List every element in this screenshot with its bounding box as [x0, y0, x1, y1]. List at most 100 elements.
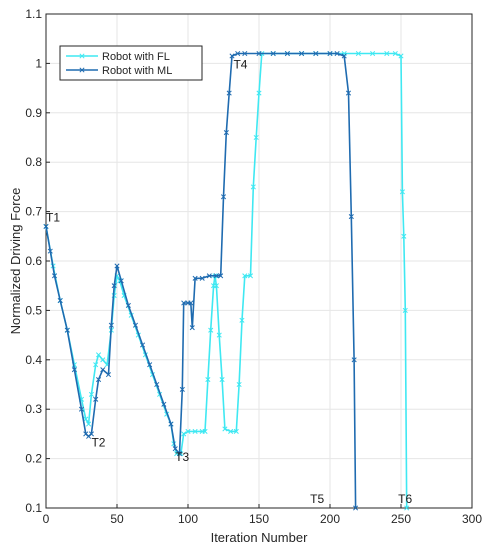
x-axis: 0 50 100 150 200 250 300: [43, 504, 482, 526]
y-tick-label: 1.1: [25, 7, 42, 21]
data-point: [270, 50, 276, 57]
data-point: [216, 332, 222, 338]
data-point: [384, 50, 390, 57]
x-tick-label: 200: [320, 512, 340, 526]
series-layer: [43, 50, 410, 511]
data-point: [345, 90, 352, 96]
data-point: [51, 273, 58, 279]
data-point: [229, 53, 235, 59]
data-point: [118, 278, 124, 284]
legend-marker: [79, 53, 85, 59]
data-point: [114, 263, 120, 269]
data-point: [348, 213, 354, 220]
data-point: [189, 325, 195, 331]
y-tick-label: 0.8: [25, 155, 42, 169]
data-point: [105, 372, 112, 378]
data-point: [199, 275, 205, 281]
legend-label: Robot with ML: [102, 65, 172, 77]
data-point: [256, 50, 262, 57]
data-point: [147, 362, 153, 368]
data-point: [213, 283, 219, 289]
data-point: [93, 362, 99, 368]
data-point: [125, 302, 131, 309]
data-point: [181, 431, 187, 437]
y-tick-label: 0.7: [25, 205, 42, 219]
data-point: [299, 50, 305, 57]
data-point: [168, 421, 174, 427]
data-point: [399, 189, 405, 195]
data-point: [242, 273, 248, 279]
y-tick-label: 1: [35, 56, 42, 70]
legend: Robot with FL Robot with ML: [59, 45, 203, 81]
data-point: [181, 300, 187, 306]
x-tick-label: 100: [178, 512, 198, 526]
legend-entry: Robot with FL: [66, 51, 170, 63]
data-point: [219, 377, 225, 383]
annotation-label: T5: [310, 492, 324, 506]
legend-label: Robot with FL: [102, 51, 170, 63]
data-point: [192, 275, 198, 281]
data-point: [253, 134, 259, 141]
data-point: [172, 446, 178, 452]
data-point: [355, 50, 361, 57]
data-point: [176, 451, 183, 457]
data-point: [220, 194, 227, 200]
data-point: [88, 431, 94, 437]
data-point: [235, 50, 241, 57]
annotation-layer: T1 T2 T3 T4 T5 T6: [46, 57, 412, 506]
x-tick-label: 50: [110, 512, 124, 526]
data-point: [341, 53, 347, 59]
data-point: [398, 53, 404, 59]
data-point: [93, 396, 99, 402]
data-point: [192, 428, 198, 434]
data-point: [108, 322, 114, 328]
data-point: [233, 428, 239, 434]
y-tick-label: 0.6: [25, 254, 42, 268]
data-point: [218, 273, 224, 279]
x-tick-label: 300: [462, 512, 482, 526]
data-point: [236, 381, 242, 388]
data-point: [250, 184, 256, 190]
data-point: [71, 367, 77, 373]
x-axis-label: Iteration Number: [211, 530, 308, 545]
y-tick-label: 0.3: [25, 402, 42, 416]
annotation-label: T4: [233, 57, 247, 71]
x-tick-label: 0: [43, 512, 50, 526]
data-point: [404, 505, 410, 511]
data-point: [205, 377, 211, 383]
data-point: [47, 248, 53, 254]
y-axis: 0.1 0.2 0.3 0.4 0.5 0.6 0.7 0.8 0.9 1 1.1: [25, 7, 50, 515]
data-point: [161, 401, 167, 407]
x-tick-label: 250: [391, 512, 411, 526]
data-point: [100, 367, 106, 373]
data-point: [353, 505, 359, 511]
legend-box: [59, 45, 203, 81]
data-point: [100, 357, 106, 363]
data-point: [202, 428, 208, 434]
data-point: [242, 50, 248, 57]
data-point: [185, 428, 191, 434]
data-point: [370, 50, 376, 57]
annotation-label: T2: [91, 435, 105, 449]
data-point: [95, 352, 102, 358]
annotation-label: T6: [398, 492, 412, 506]
x-tick-label: 150: [249, 512, 269, 526]
series-2: [43, 50, 359, 511]
data-point: [154, 381, 160, 388]
data-point: [223, 130, 229, 136]
data-point: [132, 322, 139, 328]
y-tick-label: 0.9: [25, 106, 42, 120]
y-tick-label: 0.4: [25, 353, 42, 367]
data-point: [392, 50, 398, 57]
data-point: [334, 50, 340, 57]
y-tick-label: 0.5: [25, 303, 42, 317]
data-point: [247, 273, 254, 279]
data-point: [213, 273, 219, 279]
annotation-label: T1: [46, 210, 60, 224]
data-point: [401, 233, 407, 239]
data-point: [284, 50, 290, 57]
data-point: [228, 428, 234, 434]
annotation-label: T3: [175, 450, 189, 464]
data-point: [179, 386, 185, 392]
data-point: [351, 357, 357, 363]
